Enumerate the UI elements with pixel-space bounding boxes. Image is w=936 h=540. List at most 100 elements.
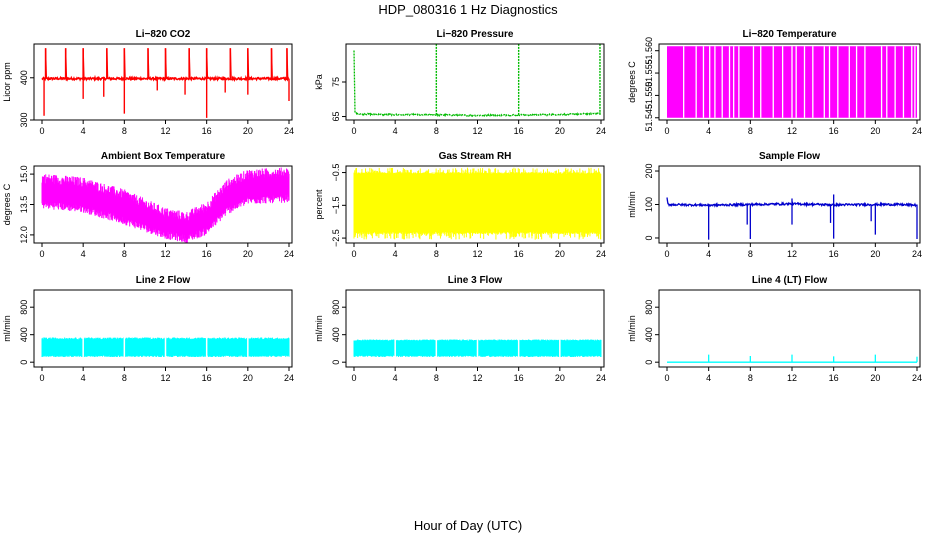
x-tick-label: 12 [160, 373, 170, 383]
x-tick-label: 8 [122, 126, 127, 136]
x-tick-label: 4 [393, 373, 398, 383]
y-tick-label: −0.5 [331, 164, 341, 182]
x-tick-label: 8 [748, 249, 753, 259]
x-tick-label: 16 [514, 126, 524, 136]
y-tick-label: −1.5 [331, 196, 341, 214]
y-tick-label: 100 [644, 197, 654, 212]
spike-up-return [206, 48, 209, 78]
x-tick-label: 4 [706, 373, 711, 383]
x-tick-label: 0 [39, 373, 44, 383]
x-tick-label: 0 [664, 126, 669, 136]
y-axis-label: ml/min [627, 315, 637, 342]
x-tick-label: 4 [81, 373, 86, 383]
x-tick-label: 0 [664, 249, 669, 259]
spike-up-return [164, 48, 167, 78]
x-tick-label: 8 [434, 249, 439, 259]
y-tick-label: −2.5 [331, 229, 341, 247]
x-tick-label: 20 [243, 126, 253, 136]
panel-title: Ambient Box Temperature [101, 151, 226, 162]
x-tick-label: 12 [472, 249, 482, 259]
plot-frame [345, 165, 605, 244]
x-tick-label: 0 [351, 249, 356, 259]
panel-line4-flow: Line 4 (LT) Flow ml/min 0 4 8 12 16 20 24 0 400 800 [627, 275, 922, 383]
data-layer [41, 48, 290, 118]
panel-title: Li−820 CO2 [136, 29, 191, 40]
y-axis-label: ml/min [2, 315, 12, 342]
data-layer [667, 46, 917, 118]
y-tick-label: 13.5 [19, 196, 29, 214]
data-layer [353, 167, 602, 240]
y-tick-label: 65 [331, 112, 341, 122]
panel-title: Li−820 Pressure [437, 29, 514, 40]
y-tick-label: 0 [644, 235, 654, 240]
x-tick-label: 24 [284, 249, 294, 259]
spike-up-return [45, 48, 48, 78]
y-tick-label: 75 [331, 77, 341, 87]
x-tick-label: 20 [555, 249, 565, 259]
panel-line2-flow: Line 2 Flow ml/min 0 4 8 12 16 20 24 0 400 800 [2, 275, 294, 383]
y-tick-label: 51.560 [644, 37, 654, 65]
plot-frame [345, 289, 605, 368]
x-tick-label: 16 [829, 249, 839, 259]
x-tick-label: 16 [829, 373, 839, 383]
x-tick-label: 24 [596, 373, 606, 383]
panel-sample-flow: Sample Flow ml/min 0 4 8 12 16 20 24 0 100 200 [627, 151, 922, 259]
spike-up-return [65, 48, 68, 78]
spike-up-return [82, 48, 85, 78]
x-tick-label: 24 [284, 126, 294, 136]
x-tick-label: 8 [748, 126, 753, 136]
panel-co2: Li−820 CO2 Licor ppm 0 4 8 12 16 20 24 300 400 [2, 29, 294, 136]
plot-frame [33, 43, 293, 121]
x-tick-label: 20 [870, 249, 880, 259]
y-axis-label: degrees C [2, 183, 12, 225]
x-tick-label: 8 [434, 373, 439, 383]
data-layer [41, 167, 290, 243]
x-tick-label: 0 [39, 126, 44, 136]
x-tick-label: 16 [202, 126, 212, 136]
x-tick-label: 0 [664, 373, 669, 383]
x-tick-label: 16 [202, 249, 212, 259]
x-tick-label: 0 [39, 249, 44, 259]
series-line [353, 50, 601, 118]
x-tick-label: 12 [160, 249, 170, 259]
x-tick-label: 20 [555, 126, 565, 136]
x-tick-label: 24 [912, 373, 922, 383]
y-tick-label: 51.545 [644, 104, 654, 132]
x-tick-label: 12 [787, 373, 797, 383]
y-axis-label: degrees C [627, 61, 637, 103]
panel-pressure: Li−820 Pressure kPa 0 4 8 12 16 20 24 65 75 [314, 29, 606, 136]
x-tick-label: 12 [787, 126, 797, 136]
y-tick-label: 200 [644, 164, 654, 179]
data-layer [353, 338, 602, 358]
y-axis-label: Licor ppm [2, 62, 12, 102]
plot-frame [658, 43, 921, 121]
panel-licor-temp: Li−820 Temperature degrees C 0 4 8 12 16 20 24 51… [627, 29, 922, 136]
y-tick-label: 300 [19, 112, 29, 127]
x-tick-label: 12 [472, 126, 482, 136]
y-axis-label: ml/min [314, 315, 324, 342]
x-tick-label: 8 [122, 249, 127, 259]
x-tick-label: 24 [284, 373, 294, 383]
y-tick-label: 800 [19, 300, 29, 315]
y-tick-label: 0 [644, 360, 654, 365]
panel-box-temp: Ambient Box Temperature degrees C 0 4 8 12 16 2… [2, 151, 294, 259]
x-tick-label: 8 [748, 373, 753, 383]
x-tick-label: 20 [870, 126, 880, 136]
spike-up-return [270, 48, 273, 78]
x-tick-label: 16 [514, 249, 524, 259]
x-axis-label: Hour of Day (UTC) [413, 518, 523, 533]
y-tick-label: 800 [331, 300, 341, 315]
x-tick-label: 20 [870, 373, 880, 383]
y-tick-label: 15.0 [19, 165, 29, 183]
x-tick-label: 16 [514, 373, 524, 383]
x-tick-label: 20 [555, 373, 565, 383]
x-tick-label: 24 [912, 249, 922, 259]
panel-line3-flow: Line 3 Flow ml/min 0 4 8 12 16 20 24 0 400 800 [314, 275, 606, 383]
data-layer [353, 44, 601, 118]
x-tick-label: 20 [243, 249, 253, 259]
panel-rh: Gas Stream RH percent 0 4 8 12 16 20 24 −2.5 −1.5 −… [314, 151, 606, 259]
x-tick-label: 4 [706, 249, 711, 259]
page-title: HDP_080316 1 Hz Diagnostics [378, 2, 558, 17]
data-layer [41, 336, 290, 358]
